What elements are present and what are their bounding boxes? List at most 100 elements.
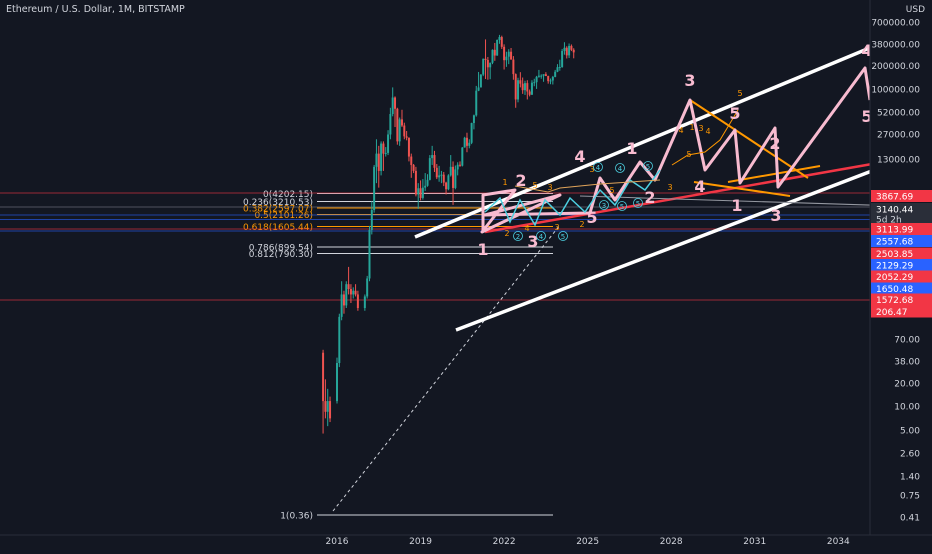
price-tag-bg [871, 270, 932, 283]
candle-body [345, 284, 348, 306]
candle-body [354, 290, 357, 295]
wave-label-small: 4 [705, 127, 710, 136]
wave-circle [536, 231, 546, 241]
price-tag-label: 2052.29 [876, 273, 913, 283]
wave-label-small: 3 [589, 165, 594, 174]
price-tag-bg [871, 293, 932, 306]
price-tag-note: 5d 2h [876, 216, 902, 226]
candle-body [528, 91, 531, 95]
candle-body [496, 39, 499, 56]
candle-body [544, 74, 547, 77]
wave-label: 4 [574, 147, 585, 166]
wave-circle [615, 163, 625, 173]
wave-path-orange-small [671, 109, 739, 166]
price-tag-bg [871, 305, 932, 318]
price-tag-label: 3867.69 [876, 193, 913, 203]
candle-body [394, 97, 397, 109]
time-tick-label: 2022 [493, 537, 516, 547]
wave-label-small: 5 [686, 150, 691, 159]
candle-body [349, 289, 352, 295]
candle-body [519, 80, 522, 84]
wave-circle-label: 4 [618, 165, 623, 173]
price-tag-bg [871, 247, 932, 260]
candle-body [380, 143, 383, 171]
wave-circle-label: 5 [646, 163, 650, 171]
candle-body [452, 166, 455, 188]
candle-body [421, 187, 424, 198]
candle-body [477, 87, 480, 91]
candle-body [338, 316, 341, 364]
fib-label: 0.5(2101.26) [254, 211, 313, 221]
candle-body [438, 175, 441, 178]
candle-body [512, 59, 515, 75]
wave-circle [633, 198, 643, 208]
candle-body [463, 137, 466, 148]
candle-body [507, 51, 510, 57]
candle-body [514, 74, 517, 100]
time-tick-label: 2028 [660, 537, 683, 547]
candle-body [535, 76, 538, 83]
candle-body [572, 49, 575, 53]
candle-body [326, 401, 329, 412]
candle-body [445, 182, 448, 190]
candle-body [558, 67, 561, 69]
candle-body [440, 174, 443, 176]
candle-body [549, 80, 552, 82]
candle-body [433, 155, 436, 168]
candle-body [510, 51, 513, 60]
wave-circle [617, 201, 627, 211]
candles [322, 34, 575, 434]
currency-label: USD [906, 5, 925, 15]
price-tick-label: 1.40 [900, 473, 920, 483]
wave-path-pink [480, 66, 872, 234]
price-tick-label: 0.75 [900, 492, 920, 502]
candle-body [468, 142, 471, 146]
candle-body [489, 62, 492, 68]
wave-label-small: 1 [502, 178, 507, 187]
candle-body [389, 114, 392, 135]
wave-label: 2 [515, 171, 526, 190]
candle-body [352, 290, 355, 295]
candle-body [554, 71, 557, 77]
candle-body [405, 136, 408, 138]
orange-line-upper [689, 99, 809, 179]
wave-label: 1 [477, 240, 488, 259]
wave-label: 5 [861, 107, 872, 126]
candle-body [431, 155, 434, 159]
candle-body [447, 175, 450, 190]
fib-label: 0(4202.15) [263, 190, 313, 200]
candle-body [484, 58, 487, 61]
candle-body [521, 83, 524, 91]
price-tag-bg [871, 235, 932, 247]
fib-label: 0.618(1605.44) [243, 223, 313, 233]
candle-body [517, 80, 520, 100]
wave-circle-label: 4 [539, 233, 544, 241]
fib-label: 0.786(899.54) [249, 244, 313, 254]
wave-circle [643, 161, 653, 171]
candle-body [479, 74, 482, 88]
candle-body [435, 167, 438, 178]
wave-label-small: 4 [524, 224, 529, 233]
wave-label-small: 5 [609, 186, 614, 195]
candle-body [391, 97, 394, 115]
wave-circle-label: 3 [602, 202, 606, 210]
candle-body [340, 294, 343, 317]
candle-body [493, 49, 496, 56]
price-tag-label: 3113.99 [876, 226, 913, 236]
candle-body [442, 174, 445, 183]
wave-circle-label: 5 [636, 200, 640, 208]
wave-label-small: 5 [532, 181, 537, 190]
time-tick-label: 2025 [576, 537, 599, 547]
price-tag-label: 206.47 [876, 308, 908, 318]
candle-body [368, 229, 371, 279]
wave-label: 2 [644, 188, 655, 207]
wave-circle [593, 162, 603, 172]
fib-label: 1(0.36) [280, 512, 313, 522]
wave-label: 4 [861, 41, 872, 60]
wave-label-small: 2 [579, 220, 584, 229]
candle-body [382, 143, 385, 154]
candle-body [482, 58, 485, 75]
wave-label: 5 [729, 104, 740, 123]
